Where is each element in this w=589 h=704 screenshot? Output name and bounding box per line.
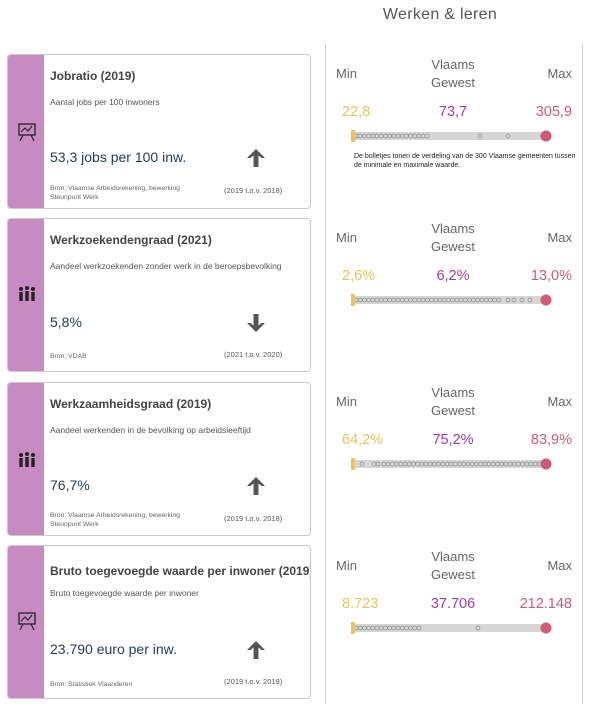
indicator-title: Bruto toegevoegde waarde per inwoner (20… xyxy=(50,564,311,578)
max-marker xyxy=(540,622,552,634)
range-panel-bruto-toegevoegde-waarde: Min Vlaams Gewest Max 8.723 37.706 212.1… xyxy=(336,548,572,638)
indicator-card-werkzoekendengraad[interactable]: Werkzoekendengraad (2021) Aandeel werkzo… xyxy=(7,218,311,372)
distribution-bar xyxy=(351,294,552,306)
municipality-dot xyxy=(416,625,422,631)
vertical-divider-right xyxy=(582,44,583,704)
indicator-value: 5,8% xyxy=(50,314,82,330)
indicator-subtitle: Aandeel werkzoekenden zonder werk in de … xyxy=(50,261,282,271)
indicator-title: Werkzoekendengraad (2021) xyxy=(50,233,212,247)
page-title: Werken & leren xyxy=(382,6,498,23)
min-value: 8.723 xyxy=(342,596,379,612)
arrow-up-icon xyxy=(247,149,265,167)
max-value: 305,9 xyxy=(535,104,572,120)
indicator-title: Werkzaamheidsgraad (2019) xyxy=(50,397,212,411)
indicator-period: (2021 t.o.v. 2020) xyxy=(224,350,283,359)
arrow-up-icon xyxy=(247,641,265,659)
indicator-card-werkzaamheidsgraad[interactable]: Werkzaamheidsgraad (2019) Aandeel werken… xyxy=(7,382,311,536)
municipality-dot xyxy=(359,461,365,467)
min-label: Min xyxy=(336,394,357,409)
min-label: Min xyxy=(336,66,357,81)
range-panel-jobratio: Min Vlaams Gewest Max 22,8 73,7 305,9 xyxy=(336,56,572,146)
min-marker xyxy=(351,294,355,306)
indicator-card-bruto-toegevoegde-waarde[interactable]: Bruto toegevoegde waarde per inwoner (20… xyxy=(7,545,311,699)
indicator-source: Bron: VDAB xyxy=(50,353,87,360)
min-label: Min xyxy=(336,558,357,573)
region-value: 73,7 xyxy=(438,104,468,120)
municipality-dot xyxy=(425,133,430,139)
indicator-period: (2019 t.o.v. 2018) xyxy=(224,514,283,523)
indicator-value: 53,3 jobs per 100 inw. xyxy=(50,149,187,165)
indicator-subtitle: Aandeel werkenden in de bevolking op arb… xyxy=(50,425,251,435)
range-track xyxy=(354,460,546,468)
category-stripe xyxy=(8,546,44,698)
distribution-bar xyxy=(351,458,552,470)
min-marker xyxy=(351,622,355,634)
region-value: 6,2% xyxy=(436,268,470,284)
max-label: Max xyxy=(547,394,572,409)
indicator-source: Bron: Vlaamse Arbeidsrekening, bewerking… xyxy=(50,512,180,528)
municipality-dot xyxy=(475,625,481,631)
vertical-divider xyxy=(325,44,326,704)
range-track xyxy=(354,132,546,140)
indicator-subtitle: Bruto toegevoegde waarde per inwoner xyxy=(50,588,199,598)
min-value: 2,6% xyxy=(342,268,376,284)
presentation-board-icon xyxy=(18,612,36,631)
legend-note: De bolletjes tonen de verdeling van de 3… xyxy=(354,153,576,169)
indicator-title: Jobratio (2019) xyxy=(50,69,136,83)
municipality-dot xyxy=(519,297,525,303)
min-label: Min xyxy=(336,230,357,245)
indicator-value: 23.790 euro per inw. xyxy=(50,641,177,657)
max-marker xyxy=(540,130,552,142)
min-marker xyxy=(351,458,355,470)
min-marker xyxy=(351,130,355,142)
max-value: 13,0% xyxy=(530,268,572,284)
category-stripe xyxy=(8,55,44,208)
arrow-down-icon xyxy=(247,314,265,332)
min-value: 22,8 xyxy=(342,104,371,120)
indicator-card-jobratio[interactable]: Jobratio (2019) Aantal jobs per 100 inwo… xyxy=(7,54,311,209)
municipality-dot xyxy=(527,297,533,303)
indicator-source: Bron: Statistiek Vlaanderen xyxy=(50,681,133,688)
municipality-dot xyxy=(375,461,381,467)
region-label: Vlaams Gewest xyxy=(430,549,476,582)
municipality-dot xyxy=(505,297,511,303)
max-label: Max xyxy=(547,558,572,573)
region-value: 75,2% xyxy=(432,432,474,448)
indicator-period: (2019 t.o.v. 2018) xyxy=(224,186,283,195)
municipality-dot xyxy=(505,133,511,139)
indicator-period: (2019 t.o.v. 2018) xyxy=(224,677,283,686)
max-value: 212.148 xyxy=(519,596,572,612)
region-value: 37.706 xyxy=(430,596,476,612)
max-marker xyxy=(540,294,552,306)
arrow-up-icon xyxy=(247,477,265,495)
range-panel-werkzaamheidsgraad: Min Vlaams Gewest Max 64,2% 75,2% 83,9% xyxy=(336,384,572,474)
municipality-dot xyxy=(496,297,502,303)
municipality-dot xyxy=(511,297,517,303)
distribution-bar xyxy=(351,622,552,634)
range-track xyxy=(354,296,546,304)
distribution-bar xyxy=(351,130,552,142)
region-label: Vlaams Gewest xyxy=(430,57,476,90)
range-panel-werkzoekendengraad: Min Vlaams Gewest Max 2,6% 6,2% 13,0% xyxy=(336,220,572,310)
region-label: Vlaams Gewest xyxy=(430,221,476,254)
region-label: Vlaams Gewest xyxy=(430,385,476,418)
max-marker xyxy=(540,458,552,470)
workers-group-icon xyxy=(19,452,35,467)
indicator-value: 76,7% xyxy=(50,477,90,493)
indicator-source: Bron: Vlaamse Arbeidsrekening, bewerking… xyxy=(50,185,180,201)
max-value: 83,9% xyxy=(530,432,572,448)
range-track xyxy=(354,624,546,632)
workers-group-icon xyxy=(19,286,35,301)
municipality-dot xyxy=(477,133,483,139)
indicator-subtitle: Aantal jobs per 100 inwoners xyxy=(50,97,160,107)
presentation-board-icon xyxy=(18,123,36,142)
min-value: 64,2% xyxy=(342,432,384,448)
max-label: Max xyxy=(547,66,572,81)
max-label: Max xyxy=(547,230,572,245)
